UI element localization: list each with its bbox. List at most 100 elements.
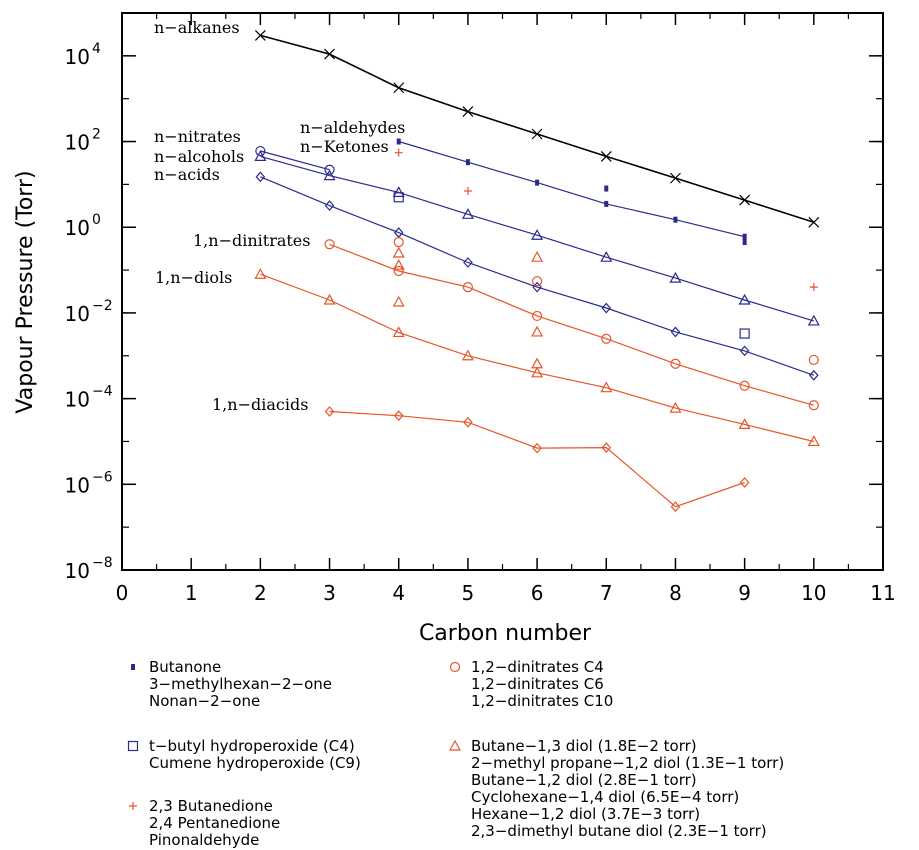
legend-entry: 1,2−dinitrates C6	[471, 675, 604, 693]
legend-marker	[131, 664, 135, 670]
series-annotation: 1,n−diols	[155, 268, 232, 287]
extra-point	[465, 159, 470, 166]
series-1	[398, 140, 745, 238]
extra-point	[396, 138, 401, 145]
data-point	[531, 229, 544, 240]
y-tick-exponent: −8	[92, 555, 113, 571]
legend-entry: Butanone	[149, 658, 221, 676]
y-tick-exponent: 2	[92, 127, 101, 143]
data-point	[255, 145, 266, 157]
data-point	[601, 442, 612, 453]
data-point	[324, 239, 335, 250]
data-point	[739, 194, 751, 206]
data-point	[670, 358, 681, 369]
y-tick-exponent: 4	[92, 41, 101, 57]
legend-entry: 1,2−dinitrates C10	[471, 692, 613, 710]
series-line	[260, 176, 814, 376]
legend-entry: Butane−1,2 diol (2.8E−1 torr)	[471, 771, 697, 789]
series-annotation: n−alcohols	[154, 147, 244, 166]
legend-group: 1,2−dinitrates C41,2−dinitrates C61,2−di…	[449, 658, 613, 710]
y-tick-label: 10	[65, 473, 90, 497]
series-line	[329, 243, 814, 406]
data-point	[739, 345, 750, 357]
extra-point	[604, 185, 609, 192]
extra-point	[531, 325, 544, 337]
extra-point	[809, 283, 818, 292]
data-point	[393, 82, 405, 94]
extra-point	[673, 216, 678, 223]
y-tick-exponent: −4	[92, 384, 113, 400]
legend-entry: 2,4 Pentanedione	[149, 814, 280, 832]
data-point	[600, 381, 613, 393]
data-point	[739, 477, 750, 488]
data-point	[255, 171, 266, 183]
data-point	[393, 410, 404, 422]
data-point	[254, 29, 266, 41]
data-point	[463, 257, 473, 268]
data-point	[461, 208, 474, 219]
plot-area	[121, 12, 884, 571]
y-tick-exponent: −2	[92, 298, 113, 314]
data-point	[324, 48, 335, 60]
y-tick-base: 10	[65, 45, 90, 69]
y-tick-label: 10	[65, 131, 90, 155]
data-point	[807, 314, 820, 326]
data-point	[254, 267, 267, 279]
legend-entry: 3−methylhexan−2−one	[149, 675, 332, 693]
series-line	[260, 155, 814, 322]
data-point	[392, 326, 405, 338]
legend-entry: 2−methyl propane−1,2 diol (1.3E−1 torr)	[471, 754, 784, 772]
y-tick-label: 10	[65, 302, 90, 326]
series-annotation: n−alkanes	[154, 18, 240, 37]
y-tick-base: 10	[65, 131, 90, 155]
extra-point	[463, 187, 472, 196]
y-tick-base: 10	[65, 473, 90, 497]
y-tick-label: 10	[65, 216, 90, 240]
data-point	[393, 265, 404, 277]
legend-entry: Cyclohexane−1,4 diol (6.5E−4 torr)	[471, 788, 739, 806]
data-point	[531, 310, 543, 322]
series-line	[398, 140, 745, 238]
x-tick-label: 10	[801, 581, 826, 605]
extra-point	[392, 295, 405, 307]
data-point	[324, 200, 335, 211]
series-line	[329, 410, 745, 508]
extra-point	[535, 179, 540, 186]
extra-point	[531, 357, 544, 369]
series-line	[260, 150, 330, 171]
y-tick-label: 10	[65, 559, 90, 583]
series-4	[255, 171, 819, 381]
data-point	[669, 401, 682, 413]
x-tick-label: 4	[392, 581, 405, 605]
extra-point	[739, 328, 750, 339]
legend-marker	[448, 739, 462, 751]
series-7	[324, 406, 750, 513]
data-point	[738, 418, 751, 430]
data-point	[461, 349, 474, 361]
x-tick-label: 2	[254, 581, 267, 605]
series-annotation: 1,n−diacids	[212, 395, 308, 414]
x-axis-title: Carbon number	[419, 621, 592, 646]
y-tick-base: 10	[65, 302, 90, 326]
data-point	[463, 416, 473, 428]
legend-marker	[129, 802, 137, 810]
data-point	[808, 400, 819, 411]
data-point	[738, 293, 751, 305]
data-point	[462, 106, 474, 118]
data-point	[670, 326, 681, 338]
data-point	[600, 150, 612, 162]
legend-entry: t−butyl hydroperoxide (C4)	[149, 737, 355, 755]
x-tick-label: 5	[462, 581, 475, 605]
x-tick-label: 8	[669, 581, 682, 605]
series-2	[255, 145, 335, 175]
y-tick-base: 10	[65, 216, 90, 240]
x-axis: 0 1 2 3 4 5 6 7 8 9 10 11	[116, 13, 896, 605]
data-point	[601, 333, 612, 344]
extra-point	[394, 148, 403, 157]
series-annotation: n−acids	[154, 165, 220, 184]
data-point	[323, 169, 336, 181]
x-tick-label: 7	[600, 581, 613, 605]
y-tick-label: 10	[65, 45, 90, 69]
